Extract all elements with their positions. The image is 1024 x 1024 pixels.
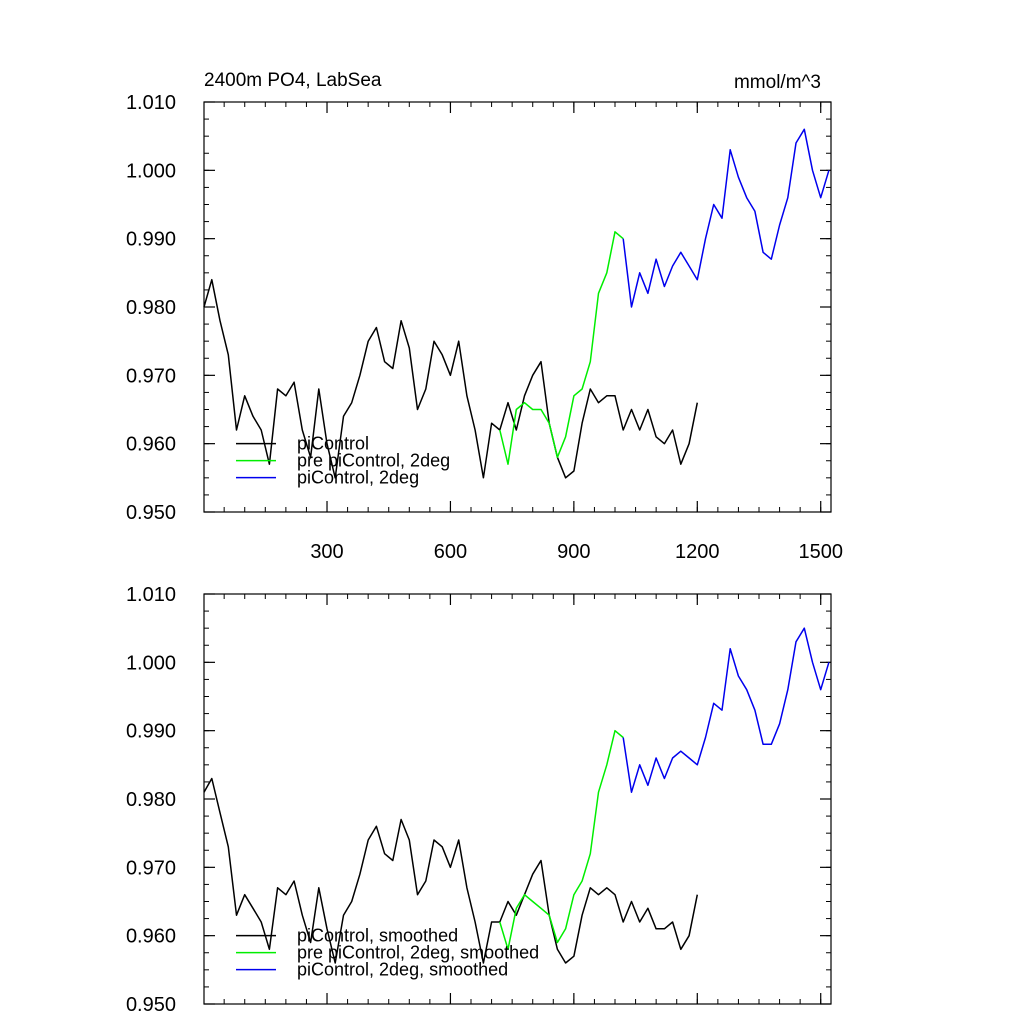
panel-1-units: mmol/m^3 bbox=[734, 72, 821, 93]
panel-2-legend-label: piControl, 2deg, smoothed bbox=[297, 960, 508, 980]
panel-1: 2400m PO4, LabSea mmol/m^3 300 600 900 1200 15… bbox=[126, 70, 843, 563]
panel-2-y-tick-label: 0.950 bbox=[126, 994, 176, 1016]
panel-2-y-tick-label: 1.000 bbox=[126, 652, 176, 674]
panel-1-legend-label: piControl bbox=[297, 434, 369, 454]
panel-1-y-tick-label: 1.010 bbox=[126, 92, 176, 114]
panel-1-series-2-line bbox=[499, 231, 624, 465]
panel-1-x-tick-label: 300 bbox=[310, 541, 343, 563]
panel-1-series-1-line bbox=[203, 278, 699, 479]
panel-2-y-tick-label: 1.010 bbox=[126, 584, 176, 606]
panel-2-series-3-line bbox=[622, 627, 830, 793]
panel-2-legend-label: piControl, smoothed bbox=[297, 926, 458, 946]
panel-1-y-tick-label: 1.000 bbox=[126, 160, 176, 182]
panel-1-legend-label: pre piControl, 2deg bbox=[297, 451, 450, 471]
panel-1-title: 2400m PO4, LabSea bbox=[204, 70, 382, 91]
panel-2-y-tick-label: 0.960 bbox=[126, 926, 176, 948]
panel-1-x-tick-label: 900 bbox=[557, 541, 590, 563]
panel-1-y-tick-label: 0.960 bbox=[126, 434, 176, 456]
panel-2-series-2-line bbox=[499, 729, 624, 951]
panel-1-y-tick-label: 0.950 bbox=[126, 502, 176, 524]
panel-2-y-tick-label: 0.980 bbox=[126, 789, 176, 811]
panel-2: 0.950 0.960 0.970 0.980 0.990 1.000 1.010 piCon… bbox=[126, 584, 832, 1016]
panel-1-series-3-line bbox=[622, 128, 830, 308]
panel-2-legend-label: pre piControl, 2deg, smoothed bbox=[297, 943, 539, 963]
panel-1-y-tick-label: 0.980 bbox=[126, 297, 176, 319]
panel-1-x-tick-label: 600 bbox=[434, 541, 467, 563]
panel-1-legend-label: piControl, 2deg bbox=[297, 468, 419, 488]
panel-1-x-tick-label: 1500 bbox=[798, 541, 843, 563]
panel-1-y-tick-label: 0.970 bbox=[126, 365, 176, 387]
panel-2-y-tick-label: 0.970 bbox=[126, 857, 176, 879]
panel-1-x-tick-label: 1200 bbox=[675, 541, 720, 563]
panel-1-y-tick-label: 0.990 bbox=[126, 229, 176, 251]
panel-2-series-1-line bbox=[203, 777, 699, 964]
panel-2-y-tick-label: 0.990 bbox=[126, 721, 176, 743]
